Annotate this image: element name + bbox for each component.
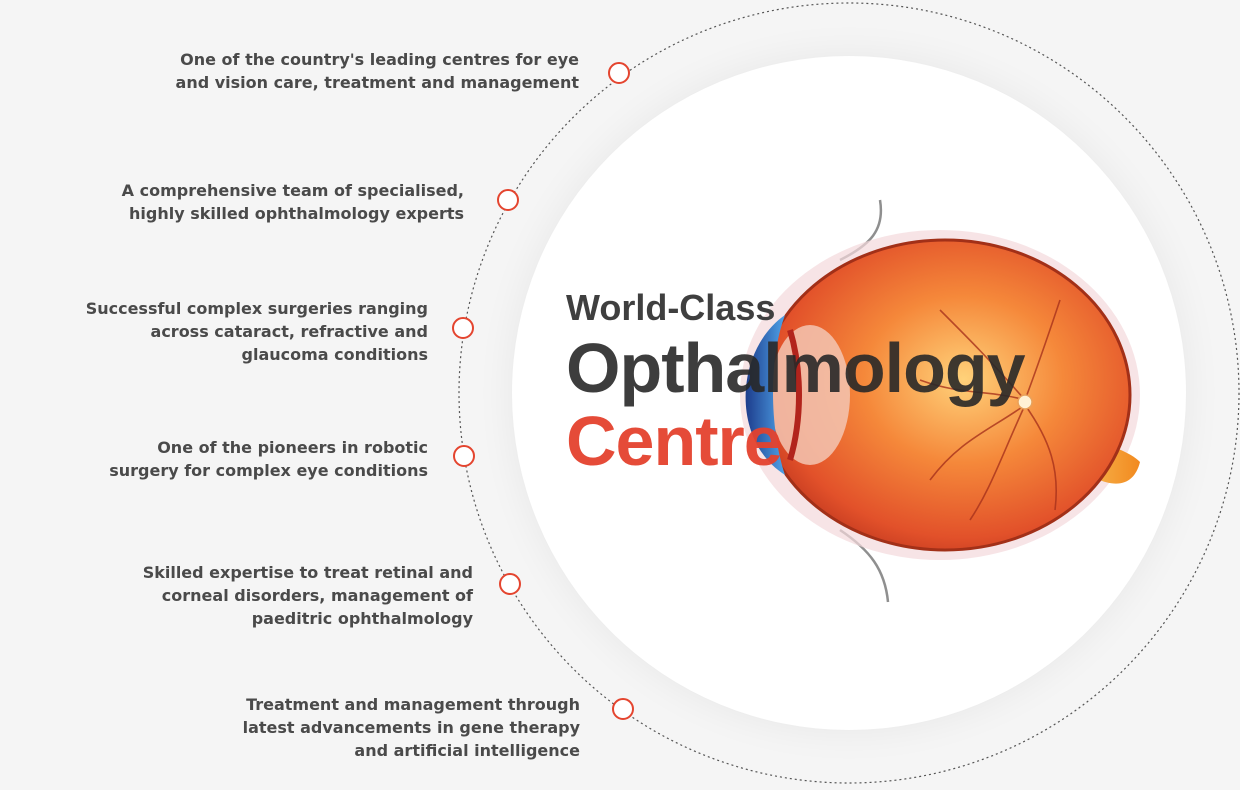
feature-text-5: Skilled expertise to treat retinal and c… bbox=[143, 561, 473, 630]
feature-marker-dot bbox=[497, 189, 519, 211]
feature-text-line: and artificial intelligence bbox=[354, 741, 580, 760]
feature-text-line: Successful complex surgeries ranging bbox=[85, 299, 428, 318]
feature-text-line: paeditric ophthalmology bbox=[251, 609, 473, 628]
feature-marker-dot bbox=[608, 62, 630, 84]
feature-text-line: Treatment and management through bbox=[246, 695, 580, 714]
feature-text-line: glaucoma conditions bbox=[241, 345, 428, 364]
title-block: World-Class Opthalmology Centre bbox=[566, 286, 1026, 480]
feature-marker-dot bbox=[612, 698, 634, 720]
feature-marker-dot bbox=[453, 445, 475, 467]
feature-text-line: latest advancements in gene therapy bbox=[242, 718, 580, 737]
feature-text-line: highly skilled ophthalmology experts bbox=[129, 204, 464, 223]
feature-marker-dot bbox=[499, 573, 521, 595]
feature-text-2: A comprehensive team of specialised, hig… bbox=[122, 179, 464, 225]
feature-text-1: One of the country's leading centres for… bbox=[176, 48, 579, 94]
feature-text-line: Skilled expertise to treat retinal and bbox=[142, 563, 473, 582]
feature-text-line: One of the pioneers in robotic bbox=[157, 438, 428, 457]
feature-text-3: Successful complex surgeries ranging acr… bbox=[86, 297, 428, 366]
feature-text-line: surgery for complex eye conditions bbox=[109, 461, 428, 480]
feature-text-line: One of the country's leading centres for… bbox=[180, 50, 579, 69]
feature-text-4: One of the pioneers in robotic surgery f… bbox=[109, 436, 428, 482]
feature-text-line: and vision care, treatment and managemen… bbox=[175, 73, 579, 92]
feature-text-line: corneal disorders, management of bbox=[161, 586, 473, 605]
feature-text-line: across cataract, refractive and bbox=[150, 322, 428, 341]
feature-text-6: Treatment and management through latest … bbox=[243, 693, 580, 762]
title-main: Opthalmology bbox=[566, 329, 1026, 407]
title-accent: Centre bbox=[566, 402, 783, 480]
title-kicker: World-Class bbox=[566, 287, 776, 328]
eye-anatomy-illustration bbox=[740, 199, 1140, 603]
feature-marker-dot bbox=[452, 317, 474, 339]
feature-text-line: A comprehensive team of specialised, bbox=[121, 181, 464, 200]
